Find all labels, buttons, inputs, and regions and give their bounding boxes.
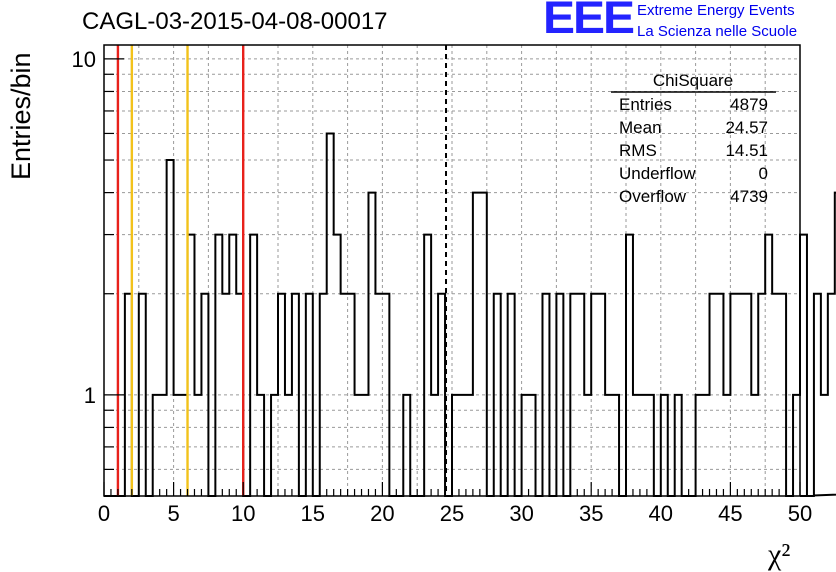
histogram-bin [800,235,807,496]
stats-value-underflow: 0 [759,164,768,183]
x-axis-label: χ² [768,538,791,571]
stats-label-rms: RMS [619,141,657,160]
histogram-bin [473,193,480,496]
stats-label-overflow: Overflow [619,187,687,206]
x-tick-label: 15 [301,501,325,526]
x-tick-label: 10 [231,501,255,526]
stats-value-entries: 4879 [730,95,768,114]
logo-subtitle-line-2: La Scienza nelle Scuole [637,23,798,40]
histogram-bin [424,235,431,496]
histogram-bin [334,235,341,496]
histogram-bin [215,235,222,496]
histogram-outline [104,132,836,497]
histogram-bin [480,193,487,496]
logo-subtitle-line-1: Extreme Energy Events [637,2,795,19]
x-tick-label: 25 [440,501,464,526]
histogram-bin [626,235,633,496]
stats-box: ChiSquare Entries 4879 Mean 24.57 RMS 14… [611,71,776,206]
histogram-bin [814,294,821,496]
reference-lines [116,45,448,496]
x-tick-label: 50 [788,501,812,526]
histogram-bin [229,235,236,496]
eee-logo: EEE [543,0,635,44]
stats-value-rms: 14.51 [725,141,768,160]
x-tick-label: 20 [370,501,394,526]
axis-ticks: 0 5 10 15 20 25 30 35 40 45 50 1 10 [72,47,813,526]
stats-title: ChiSquare [653,71,733,90]
y-axis-label: Entries/bin [6,52,36,180]
stats-label-mean: Mean [619,118,662,137]
histogram-bin [250,235,257,496]
x-tick-label: 0 [98,501,110,526]
histogram-bin [368,193,375,496]
y-tick-label: 1 [84,383,96,408]
histogram-bin [828,294,835,496]
y-tick-label: 10 [72,47,96,72]
stats-label-entries: Entries [619,95,672,114]
x-tick-label: 5 [167,501,179,526]
stats-value-overflow: 4739 [730,187,768,206]
histogram-bin [327,133,334,496]
x-tick-label: 40 [649,501,673,526]
x-tick-label: 45 [718,501,742,526]
stats-value-mean: 24.57 [725,118,768,137]
histogram-bars [104,132,836,497]
page-title: CAGL-03-2015-04-08-00017 [82,8,388,35]
histogram-bin [821,395,828,496]
histogram-bin [167,160,174,496]
histogram-bin [765,235,772,496]
x-tick-label: 30 [509,501,533,526]
stats-label-underflow: Underflow [619,164,696,183]
x-tick-label: 35 [579,501,603,526]
